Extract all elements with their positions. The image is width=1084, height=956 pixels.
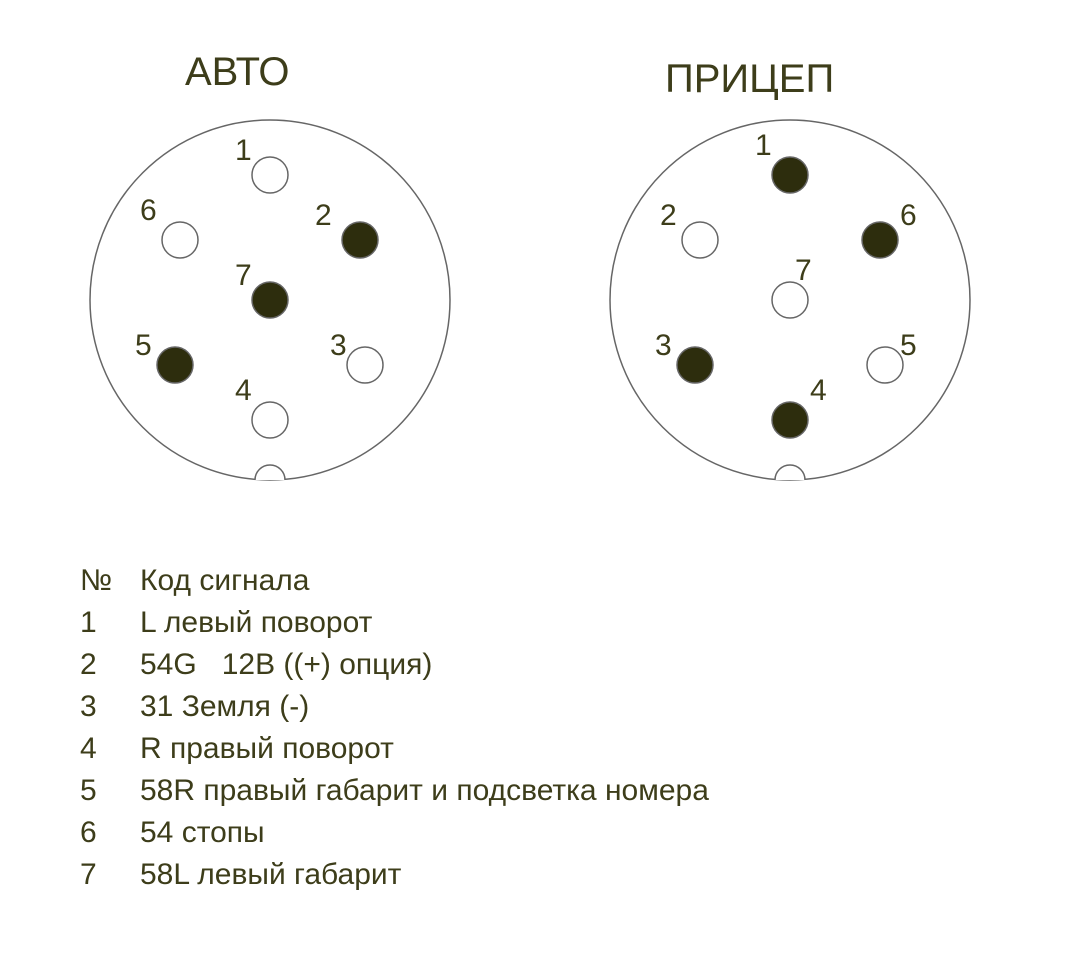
legend-row-num: 4	[80, 728, 110, 770]
legend-row-text: 58L левый габарит	[140, 854, 709, 896]
pin-circle	[682, 222, 718, 258]
legend-row-text: 31 Земля (-)	[140, 686, 709, 728]
legend-header: № Код сигнала	[80, 560, 709, 602]
pin-label: 2	[315, 199, 332, 232]
pin-label: 3	[655, 329, 672, 362]
legend-row: 1 L левый поворот	[80, 602, 709, 644]
connector-title: АВТО	[185, 50, 289, 95]
legend-row-text: 54G 12В ((+) опция)	[140, 644, 709, 686]
pin-circle	[162, 222, 198, 258]
connector-notch	[775, 465, 805, 480]
pin-circle	[342, 222, 378, 258]
legend-row-num: 1	[80, 602, 110, 644]
legend-row-num: 3	[80, 686, 110, 728]
legend-row-num: 5	[80, 770, 110, 812]
pin-label: 5	[900, 329, 917, 362]
pin-label: 4	[235, 374, 252, 407]
legend-row-text: R правый поворот	[140, 728, 709, 770]
legend-row: 4 R правый поворот	[80, 728, 709, 770]
legend-row-num: 7	[80, 854, 110, 896]
pin-circle	[862, 222, 898, 258]
pin-label: 7	[235, 259, 252, 292]
pin-circle	[347, 347, 383, 383]
pin-circle	[772, 282, 808, 318]
pin-circle	[157, 347, 193, 383]
legend-row: 5 58R правый габарит и подсветка номера	[80, 770, 709, 812]
pin-circle	[252, 157, 288, 193]
pin-label: 7	[795, 254, 812, 287]
pin-circle	[772, 402, 808, 438]
pin-label: 3	[330, 329, 347, 362]
pin-label: 1	[755, 129, 772, 162]
connector-title: ПРИЦЕП	[665, 57, 834, 102]
pinout-diagram: АВТО1234567ПРИЦЕП1234567 №Код сигнала1L …	[0, 0, 1084, 956]
legend-row: 6 54 стопы	[80, 812, 709, 854]
legend-row-num: 6	[80, 812, 110, 854]
connector-diagram: 1 2 3 4 5 6 7	[70, 100, 490, 520]
legend-row-text: 58R правый габарит и подсветка номера	[140, 770, 709, 812]
connector-notch	[255, 465, 285, 480]
legend-header-num: №	[80, 560, 110, 602]
pin-circle	[252, 402, 288, 438]
pin-label: 6	[900, 199, 917, 232]
pin-circle	[677, 347, 713, 383]
pin-label: 5	[135, 329, 152, 362]
legend-row-text: L левый поворот	[140, 602, 709, 644]
pin-circle	[252, 282, 288, 318]
legend-row-num: 2	[80, 644, 110, 686]
pin-label: 6	[140, 194, 157, 227]
pin-circle	[867, 347, 903, 383]
legend-row: 2 54G 12В ((+) опция)	[80, 644, 709, 686]
legend-row: 7 58L левый габарит	[80, 854, 709, 896]
pin-circle	[772, 157, 808, 193]
pin-label: 1	[235, 134, 252, 167]
pin-label: 4	[810, 374, 827, 407]
legend-row-text: 54 стопы	[140, 812, 709, 854]
legend-row: 3 31 Земля (-)	[80, 686, 709, 728]
legend-header-text: Код сигнала	[140, 560, 709, 602]
signal-legend: № Код сигнала 1 L левый поворот 2 54G 12В ((+…	[80, 560, 709, 896]
pin-label: 2	[660, 199, 677, 232]
connector-diagram: 1 2 3 4 5 6 7	[590, 100, 1010, 520]
